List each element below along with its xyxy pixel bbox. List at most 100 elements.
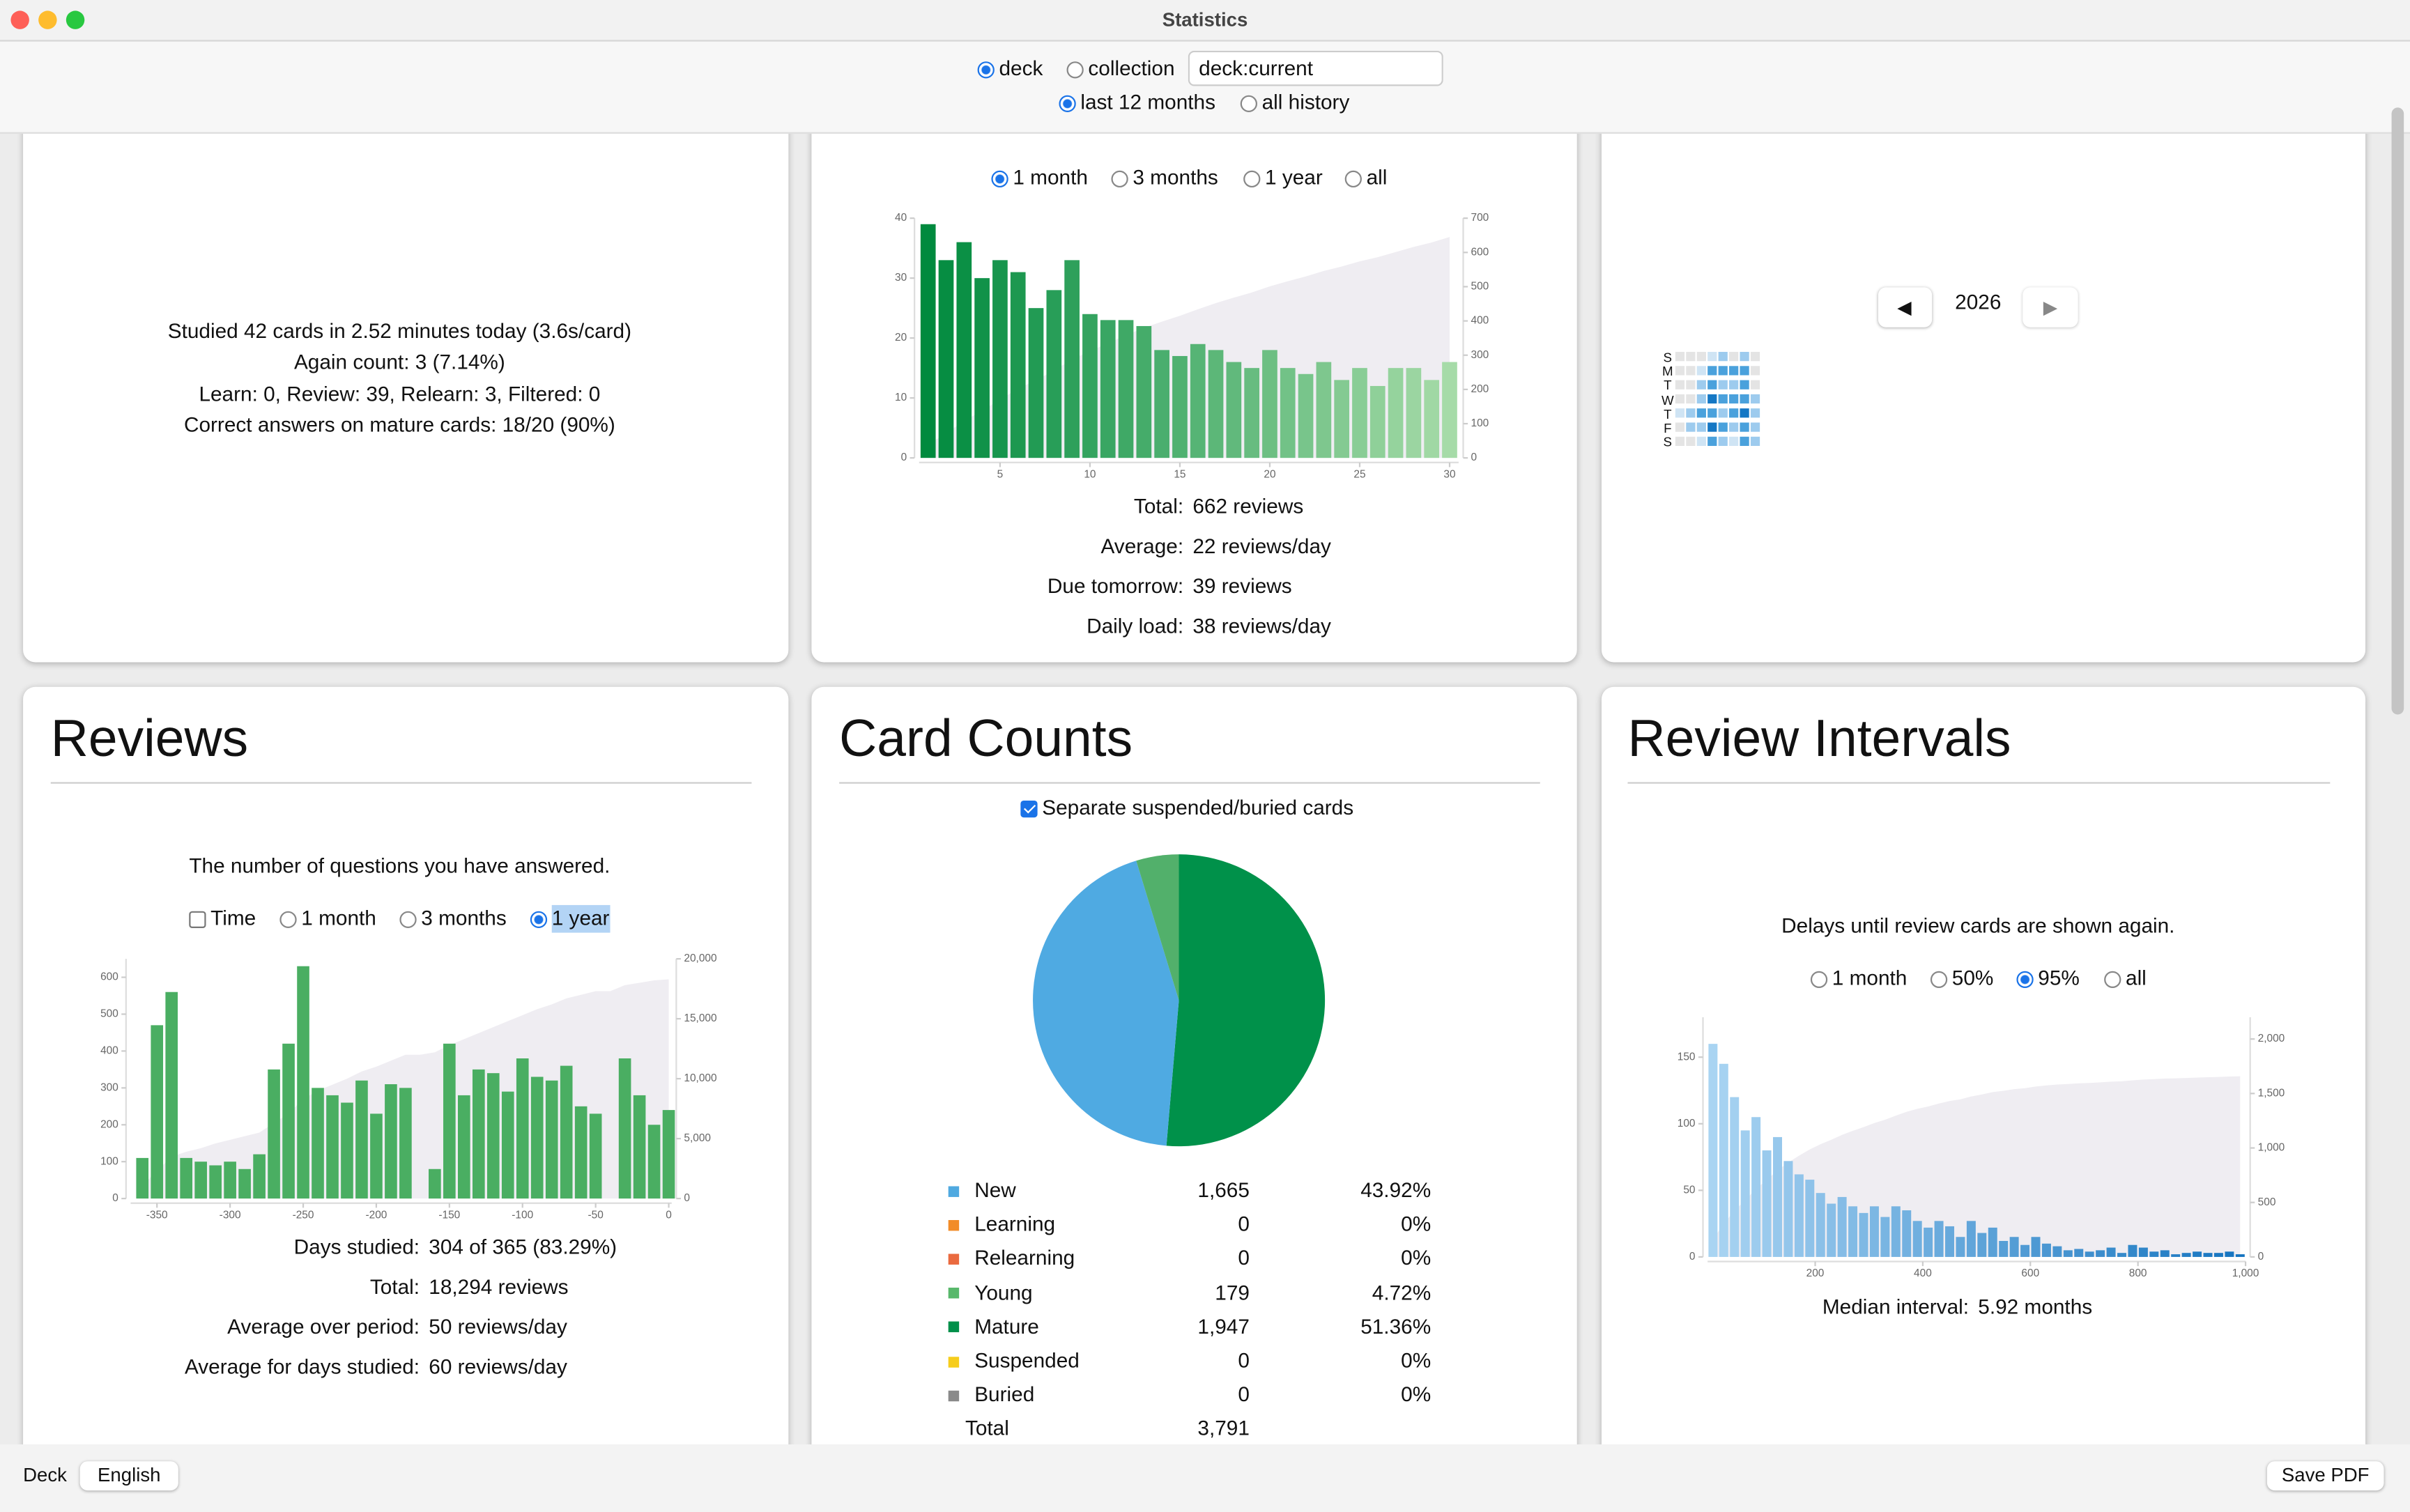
x-tick-label: -50 <box>588 1209 603 1221</box>
zoom-button[interactable] <box>66 10 85 29</box>
bar <box>370 1113 383 1199</box>
bar <box>443 1043 456 1199</box>
bar <box>1794 1174 1804 1257</box>
calendar-day <box>1750 380 1760 389</box>
today-stat: Correct answers on mature cards: 18/20 (… <box>183 413 615 437</box>
bar <box>974 278 990 458</box>
y2-tick-label: 700 <box>1471 212 1489 224</box>
scrollbar[interactable] <box>2391 107 2404 715</box>
bar <box>194 1162 207 1199</box>
bar <box>1406 368 1422 458</box>
bar <box>1708 1044 1718 1257</box>
radio-button[interactable] <box>529 910 547 927</box>
calendar-day <box>1707 436 1717 446</box>
bar <box>1988 1227 1997 1257</box>
bar <box>472 1069 485 1199</box>
bar <box>2031 1237 2041 1257</box>
x-tick-label: -300 <box>220 1209 241 1221</box>
bar <box>1762 1150 1772 1257</box>
bar <box>1719 1063 1728 1257</box>
radio-button[interactable] <box>976 61 994 78</box>
radio-button[interactable] <box>990 169 1008 187</box>
calendar-day <box>1718 436 1728 446</box>
radio-button[interactable] <box>2016 970 2033 987</box>
y2-tick-label: 15,000 <box>684 1012 716 1024</box>
stat-label: Average for days studied: <box>184 1355 420 1379</box>
calendar-day <box>1740 366 1749 376</box>
today-stat: Learn: 0, Review: 39, Relearn: 3, Filter… <box>199 383 601 406</box>
language-button[interactable] <box>79 1461 178 1491</box>
search-input[interactable] <box>1188 50 1443 86</box>
y-tick-label: 150 <box>1678 1051 1696 1063</box>
calendar-day <box>1696 436 1706 446</box>
weekday: S <box>1663 434 1673 450</box>
next-year-button[interactable] <box>2023 287 2078 327</box>
bar <box>1082 314 1098 458</box>
radio-button[interactable] <box>2103 970 2121 987</box>
radio-button[interactable] <box>1929 970 1947 987</box>
calendar-day <box>1707 352 1717 362</box>
card-title: Reviews <box>50 709 249 769</box>
bar <box>253 1154 266 1199</box>
stat-value: 662 reviews <box>1192 495 1304 518</box>
calendar-day <box>1718 422 1728 432</box>
radio-button[interactable] <box>279 910 296 927</box>
radio-button[interactable] <box>1239 94 1257 111</box>
bar <box>938 260 954 458</box>
bar <box>2160 1250 2170 1257</box>
x-tick-label: -350 <box>146 1209 168 1221</box>
calendar-day <box>1686 436 1696 446</box>
bar <box>1999 1240 2009 1257</box>
y2-tick-label: 5,000 <box>684 1132 711 1144</box>
bar <box>1046 290 1062 458</box>
bar <box>530 1077 544 1199</box>
bar <box>1064 260 1080 458</box>
stat-value: 304 of 365 (83.29%) <box>429 1235 617 1259</box>
radio-button[interactable] <box>1344 169 1361 187</box>
save-pdf-button[interactable] <box>2266 1461 2384 1491</box>
radio-button[interactable] <box>399 910 416 927</box>
calendar-day <box>1750 422 1760 432</box>
legend-swatch <box>948 1390 960 1401</box>
bar <box>2138 1247 2148 1257</box>
option-label: last 12 months <box>1080 91 1215 114</box>
count-value: 1,665 <box>1197 1178 1250 1202</box>
radio-button[interactable] <box>1066 61 1083 78</box>
radio-button[interactable] <box>1058 94 1075 111</box>
x-tick-label: 800 <box>2129 1267 2147 1279</box>
calendar-day <box>1686 422 1696 432</box>
bar <box>1924 1227 1933 1257</box>
checkbox[interactable] <box>1020 799 1037 817</box>
calendar-day <box>1707 394 1717 404</box>
option-label: all <box>2126 966 2147 990</box>
option-label: 50% <box>1951 966 1994 990</box>
bar <box>2235 1254 2245 1257</box>
count-name: Suspended <box>974 1349 1080 1373</box>
y-tick-label: 100 <box>100 1155 118 1167</box>
bar <box>1244 368 1259 458</box>
minimize-button[interactable] <box>38 10 57 29</box>
count-value: 0 <box>1238 1383 1250 1407</box>
x-tick-label: 15 <box>1174 469 1185 481</box>
subtitle: Delays until review cards are shown agai… <box>1781 914 2175 938</box>
search-query: deck:current <box>1199 56 1314 80</box>
weekday: S <box>1663 349 1673 365</box>
close-button[interactable] <box>10 10 29 29</box>
calendar-day <box>1675 366 1685 376</box>
calendar-day <box>1686 394 1696 404</box>
stat-value: 50 reviews/day <box>429 1315 567 1339</box>
radio-button[interactable] <box>1243 169 1260 187</box>
bar <box>399 1088 412 1199</box>
bar <box>2117 1253 2126 1257</box>
y2-tick-label: 100 <box>1471 417 1489 429</box>
y2-tick-label: 200 <box>1471 383 1489 395</box>
radio-button[interactable] <box>1110 169 1128 187</box>
x-tick-label: 30 <box>1443 469 1455 481</box>
radio-button[interactable] <box>1809 970 1827 987</box>
prev-year-button[interactable] <box>1878 287 1933 327</box>
y-tick-label: 200 <box>100 1118 118 1130</box>
bar <box>180 1157 192 1199</box>
calendar-day <box>1729 408 1739 418</box>
footer <box>0 1444 2410 1512</box>
checkbox[interactable] <box>188 910 206 927</box>
